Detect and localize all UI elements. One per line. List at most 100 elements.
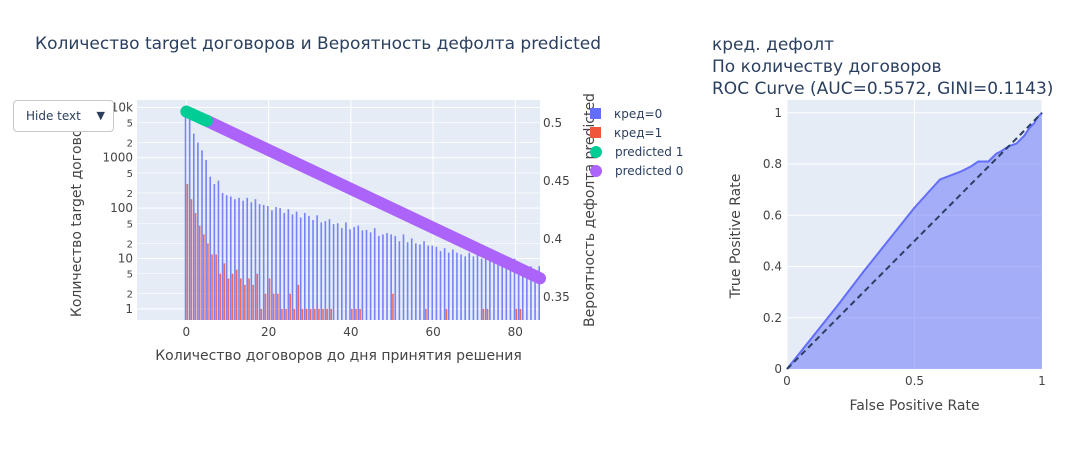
legend-swatch-circle-icon — [590, 145, 602, 158]
bar-kred0 — [501, 260, 503, 320]
left-y-tick-label: 5 — [127, 169, 133, 180]
bar-kred0 — [423, 241, 425, 320]
bar-kred0 — [484, 256, 487, 320]
bar-kred0 — [509, 263, 512, 320]
bar-kred0 — [402, 234, 405, 320]
left-y-tick-label: 5 — [127, 270, 133, 281]
bar-kred0 — [443, 248, 446, 320]
bar-kred0 — [489, 260, 491, 320]
bar-kred1 — [309, 308, 312, 320]
bar-kred0 — [394, 235, 397, 320]
left-y2-tick-label: 0.45 — [543, 174, 570, 188]
legend-item-kred1[interactable]: кред=1 — [590, 123, 683, 142]
legend-label: predicted 0 — [615, 163, 684, 178]
bar-kred1 — [235, 269, 238, 320]
bar-kred1 — [194, 212, 197, 320]
bar-kred0 — [419, 244, 421, 320]
bar-kred1 — [285, 308, 287, 320]
bar-kred0 — [493, 258, 495, 320]
bar-kred0 — [530, 266, 532, 320]
bar-kred1 — [207, 243, 209, 320]
right-y-tick-label: 0 — [774, 362, 782, 376]
bar-kred0 — [345, 222, 347, 320]
bar-kred1 — [215, 254, 217, 320]
bar-kred1 — [351, 308, 353, 320]
bar-kred0 — [390, 234, 392, 320]
bar-kred0 — [312, 220, 314, 320]
bar-kred0 — [427, 245, 429, 320]
bar-kred1 — [186, 184, 189, 320]
bar-kred0 — [513, 258, 516, 320]
bar-kred1 — [198, 225, 201, 320]
right-title-line-2: По количеству договоров — [712, 57, 942, 77]
left-x-tick-label: 40 — [343, 325, 358, 339]
left-y-tick-label: 2 — [127, 139, 133, 150]
left-x-tick-label: 0 — [183, 325, 191, 339]
left-y-tick-label: 10 — [118, 251, 133, 265]
bar-kred1 — [289, 293, 291, 320]
bar-kred0 — [480, 258, 483, 320]
bar-kred0 — [242, 200, 244, 320]
bar-kred0 — [320, 222, 323, 320]
line-predicted-1 — [180, 105, 213, 127]
bar-kred1 — [240, 278, 242, 320]
legend-item-kred0[interactable]: кред=0 — [590, 104, 683, 123]
bar-kred1 — [425, 308, 427, 320]
bar-kred1 — [519, 308, 522, 320]
bar-kred0 — [431, 245, 434, 320]
left-y2-tick-label: 0.5 — [543, 116, 562, 130]
right-y-tick-label: 0.2 — [763, 311, 782, 325]
legend: кред=0 кред=1 predicted 1 predicted 0 — [590, 104, 683, 180]
bar-kred0 — [378, 235, 380, 320]
bar-kred1 — [482, 308, 485, 320]
bar-kred1 — [322, 308, 324, 320]
right-y-tick-label: 1 — [774, 106, 782, 120]
bar-kred0 — [291, 214, 294, 320]
bar-kred0 — [287, 209, 290, 320]
bar-kred1 — [211, 254, 213, 320]
bar-kred0 — [308, 215, 310, 320]
bar-kred0 — [476, 254, 479, 320]
right-y-tick-label: 0.4 — [763, 260, 782, 274]
legend-item-predicted-0[interactable]: predicted 0 — [590, 161, 683, 180]
bar-kred0 — [229, 196, 232, 320]
legend-swatch-circle-icon — [590, 164, 602, 177]
bar-kred0 — [468, 252, 471, 320]
bar-kred0 — [324, 221, 327, 320]
bar-kred1 — [260, 308, 263, 320]
left-x-tick-label: 20 — [261, 325, 276, 339]
dropdown-label: Hide text — [26, 109, 81, 123]
bar-kred0 — [382, 234, 384, 320]
bar-kred0 — [521, 266, 524, 320]
hide-text-dropdown[interactable]: Hide text ▼ — [13, 100, 114, 132]
bar-kred0 — [435, 246, 438, 320]
left-y-tick-label: 5 — [127, 119, 133, 130]
bar-kred1 — [297, 284, 300, 320]
bar-kred0 — [341, 228, 343, 320]
bar-kred1 — [190, 199, 193, 320]
bar-kred0 — [262, 205, 265, 320]
bar-kred1 — [445, 308, 448, 320]
bar-kred0 — [283, 212, 286, 320]
bar-kred0 — [238, 197, 240, 320]
right-y-axis-label: True Positive Rate — [728, 174, 744, 300]
right-x-tick-label: 1 — [1038, 374, 1046, 388]
bar-kred1 — [330, 308, 333, 320]
bar-kred0 — [205, 160, 207, 320]
bar-kred0 — [299, 217, 302, 320]
bar-kred1 — [231, 273, 234, 320]
left-y-axis-label: Количество target договоров — [69, 103, 85, 317]
line-predicted-0 — [200, 114, 546, 285]
left-x-tick-label: 60 — [425, 325, 440, 339]
right-x-axis-label: False Positive Rate — [849, 398, 979, 414]
bar-kred0 — [415, 243, 417, 320]
right-title-line-3: ROC Curve (AUC=0.5572, GINI=0.1143) — [712, 79, 1054, 99]
bar-kred0 — [217, 180, 220, 320]
right-chart-title: кред. дефолт По количеству договоров ROC… — [712, 34, 1053, 100]
roc-diagonal-line — [786, 112, 1043, 370]
bar-kred0 — [246, 197, 249, 320]
bar-kred1 — [293, 308, 296, 320]
legend-item-predicted-1[interactable]: predicted 1 — [590, 142, 683, 161]
legend-label: predicted 1 — [615, 144, 684, 159]
bar-kred0 — [472, 256, 475, 320]
